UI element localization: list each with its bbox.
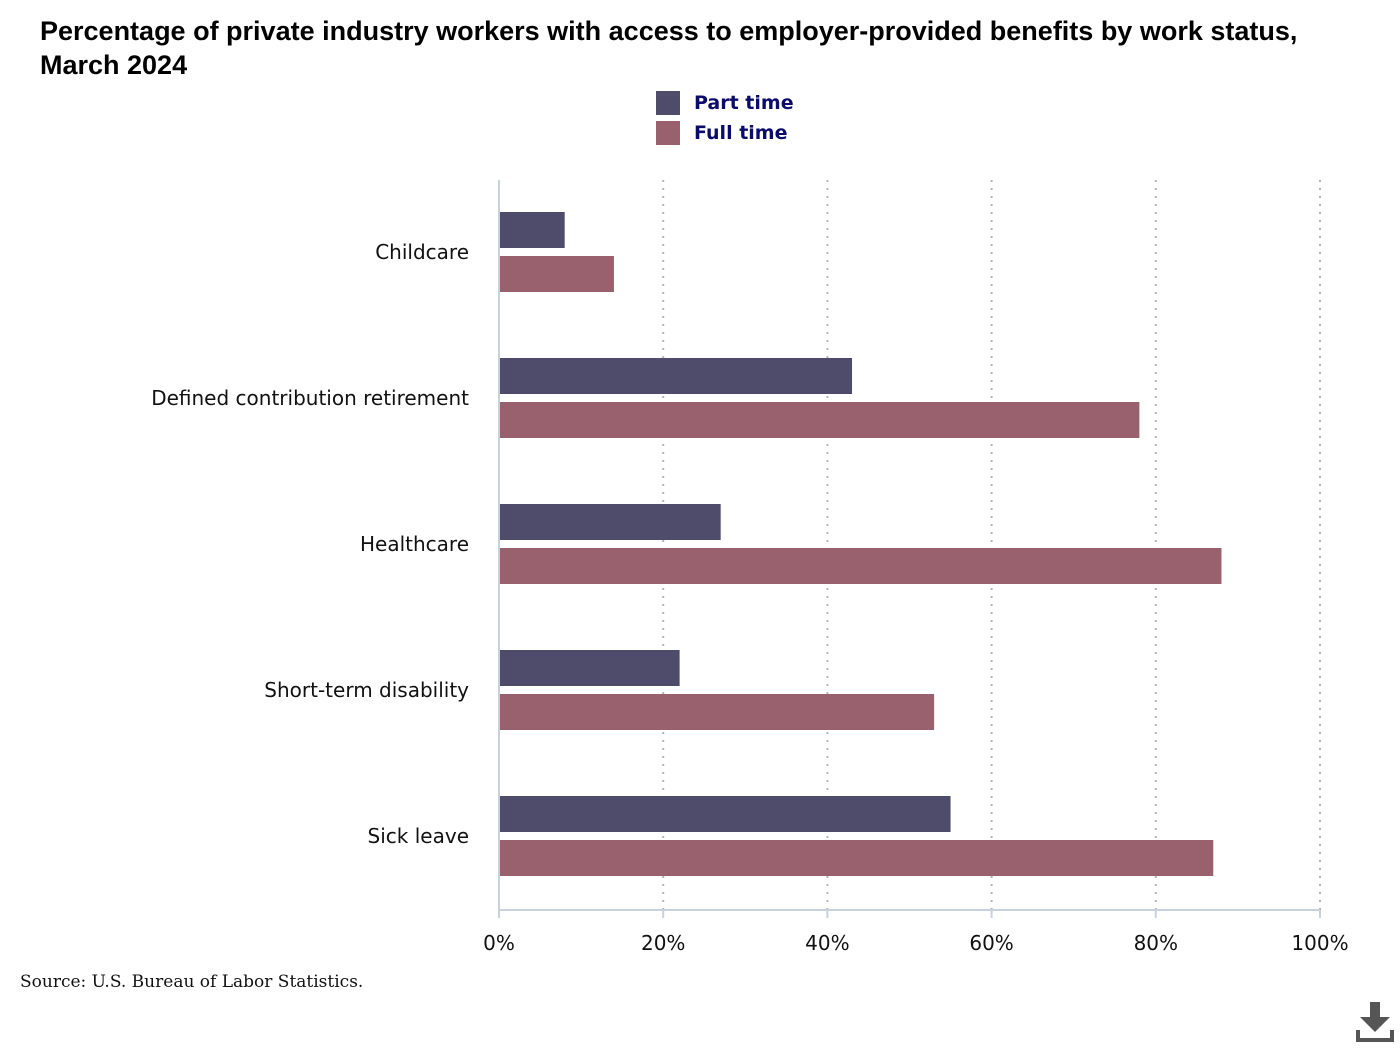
bar[interactable] — [500, 840, 1214, 876]
x-tick-label: 80% — [1134, 931, 1178, 955]
bar[interactable] — [500, 796, 951, 832]
download-icon-tray-right — [1390, 1030, 1394, 1042]
bar[interactable] — [500, 504, 721, 540]
download-icon-tray — [1356, 1038, 1394, 1042]
download-icon[interactable] — [1354, 1000, 1396, 1044]
bar[interactable] — [500, 212, 565, 248]
x-tick-label: 0% — [483, 931, 515, 955]
bar[interactable] — [500, 650, 680, 686]
category-label: Healthcare — [360, 532, 469, 556]
bar[interactable] — [500, 402, 1140, 438]
legend: Part time Full time — [656, 88, 794, 148]
bar[interactable] — [500, 256, 614, 292]
legend-label-part-time: Part time — [694, 92, 794, 114]
bar[interactable] — [500, 694, 935, 730]
legend-label-full-time: Full time — [694, 122, 788, 144]
legend-swatch-full-time — [656, 121, 680, 145]
x-tick-label: 100% — [1291, 931, 1348, 955]
download-icon-shaft — [1370, 1002, 1380, 1018]
category-label: Sick leave — [368, 824, 469, 848]
category-label: Defined contribution retirement — [151, 386, 469, 410]
download-icon-tray-left — [1356, 1030, 1360, 1042]
x-tick-label: 40% — [805, 931, 849, 955]
bar[interactable] — [500, 358, 853, 394]
x-tick-label: 20% — [641, 931, 685, 955]
bar[interactable] — [500, 548, 1222, 584]
legend-item-full-time[interactable]: Full time — [656, 118, 794, 148]
category-label: Short-term disability — [264, 678, 469, 702]
category-label: Childcare — [375, 240, 469, 264]
x-tick-label: 60% — [969, 931, 1013, 955]
legend-swatch-part-time — [656, 91, 680, 115]
legend-item-part-time[interactable]: Part time — [656, 88, 794, 118]
download-icon-arrow — [1360, 1017, 1390, 1032]
source-note: Source: U.S. Bureau of Labor Statistics. — [20, 972, 364, 992]
chart-title: Percentage of private industry workers w… — [40, 16, 1298, 80]
